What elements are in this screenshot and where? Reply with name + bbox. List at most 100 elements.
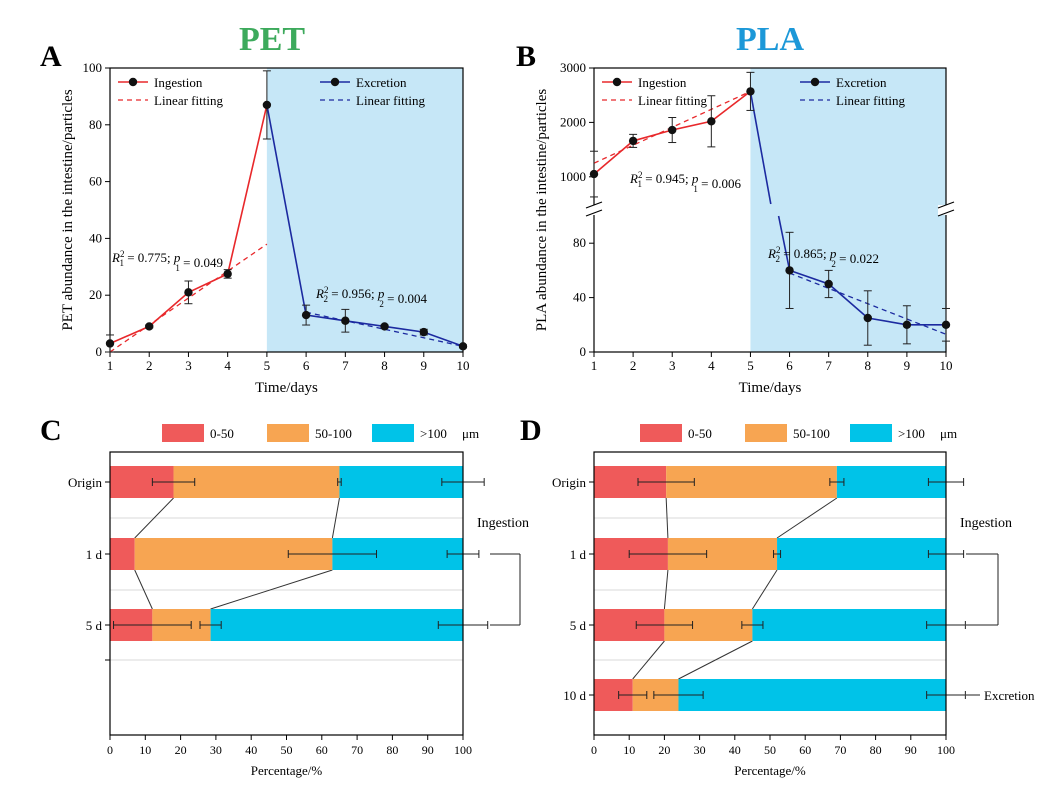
x-tick-label: 2 [146,358,153,373]
panel-letter-A: A [40,40,62,73]
x-tick-label: 30 [694,743,706,757]
y-axis-label: PLA abundance in the intestine/particles [534,89,550,332]
x-tick-label: 2 [630,358,637,373]
x-tick-label: 9 [904,358,911,373]
excretion-point [419,327,428,337]
legend-swatch-0-50 [640,424,682,442]
x-tick-label: 90 [905,743,917,757]
legend-swatch-50-100 [745,424,787,442]
axis-break-gap-right [938,205,954,215]
boundary-connector [331,497,340,539]
excretion-point [902,320,912,329]
x-tick-label: 100 [937,743,955,757]
legend-unit: μm [940,426,957,441]
fit-annotation-excretion-part: = 0.004 [384,291,428,306]
bar-segment->100 [678,679,946,711]
panel-letter-B: B [516,40,536,73]
excretion-point [458,342,468,351]
x-tick-label: 0 [107,743,113,757]
x-tick-label: 6 [786,358,793,373]
fit-annotation-ingestion-part: R [629,171,638,186]
legend-fit-label: Linear fitting [638,93,707,108]
legend-ingestion-label: Ingestion [638,75,687,90]
excretion-point [863,313,872,323]
x-tick-label: 80 [386,743,398,757]
fit-annotation-excretion-part: R [315,286,324,301]
boundary-connector [751,569,778,610]
x-tick-label: 50 [764,743,776,757]
fit-annotation-ingestion-part: 1 [637,179,642,189]
ingestion-point [223,269,232,279]
panel-title-A: PET [239,21,305,58]
boundary-connector [632,640,665,680]
fit-annotation-excretion-part: = 0.865; [780,246,830,261]
legend-label-50-100: 50-100 [315,426,352,441]
fit-annotation-excretion-part: p [377,286,385,301]
x-tick-label: 0 [591,743,597,757]
x-tick-label: 60 [316,743,328,757]
panel-letter-D: D [520,414,542,447]
bar-segment-50-100 [173,466,340,498]
fit-annotation-excretion-part: 2 [776,245,781,255]
x-tick-label: 70 [834,743,846,757]
x-tick-label: 80 [870,743,882,757]
legend-label-0-50: 0-50 [210,426,234,441]
boundary-connector [210,569,333,610]
axis-break-mark [937,209,955,217]
legend-fit-label: Linear fitting [836,93,905,108]
y-tick-label: 80 [573,235,586,250]
fit-annotation-excretion-part: = 0.022 [836,251,879,266]
axis-break-mark [585,201,603,209]
y-tick-label: 0 [580,344,587,359]
fit-annotation-ingestion-part: 1 [119,258,124,268]
fit-annotation-ingestion-part: 2 [120,249,125,259]
ingestion-point [145,322,154,331]
category-label: Origin [68,475,102,490]
excretion-point [301,310,311,320]
bar-segment->100 [777,538,946,570]
boundary-connector [134,497,174,539]
boundary-connector [776,497,838,539]
legend-ingestion-label: Ingestion [154,75,203,90]
legend-excretion-marker [330,77,340,87]
x-axis-label: Time/days [739,380,802,396]
legend-swatch->100 [372,424,414,442]
fit-annotation-ingestion-part: p [173,250,181,265]
x-axis-label: Percentage/% [251,763,323,778]
excretion-point [380,322,389,331]
x-tick-label: 7 [342,358,349,373]
excretion-line [266,104,464,348]
excretion-point [785,266,794,275]
boundary-connector [134,569,153,610]
x-tick-label: 90 [422,743,434,757]
bracket-label-Excretion: Excretion [984,688,1035,703]
legend-label-50-100: 50-100 [793,426,830,441]
fit-annotation-ingestion-part: 2 [638,170,643,180]
ingestion-line [109,104,268,345]
excretion-point [824,279,833,289]
x-tick-label: 100 [454,743,472,757]
axis-break-mark [585,209,603,217]
x-tick-label: 10 [623,743,635,757]
legend-label->100: >100 [898,426,925,441]
y-axis-label: PET abundance in the intestine/particles [60,89,76,330]
legend-fit-label: Linear fitting [154,93,223,108]
y-tick-label: 40 [573,290,586,305]
legend-fit-label: Linear fitting [356,93,425,108]
x-tick-label: 1 [107,358,114,373]
x-tick-label: 8 [865,358,872,373]
x-tick-label: 60 [799,743,811,757]
bracket-label-Ingestion: Ingestion [960,516,1012,531]
legend-ingestion-marker [612,77,622,87]
x-tick-label: 40 [729,743,741,757]
excretion-point [941,320,951,329]
x-tick-label: 5 [747,358,754,373]
fit-annotation-ingestion-part: = 0.775; [124,250,174,265]
boundary-connector [678,640,753,680]
fit-annotation-excretion-part: 2 [775,254,780,264]
x-tick-label: 30 [210,743,222,757]
category-label: 1 d [570,547,587,562]
ingestion-point [707,117,716,126]
